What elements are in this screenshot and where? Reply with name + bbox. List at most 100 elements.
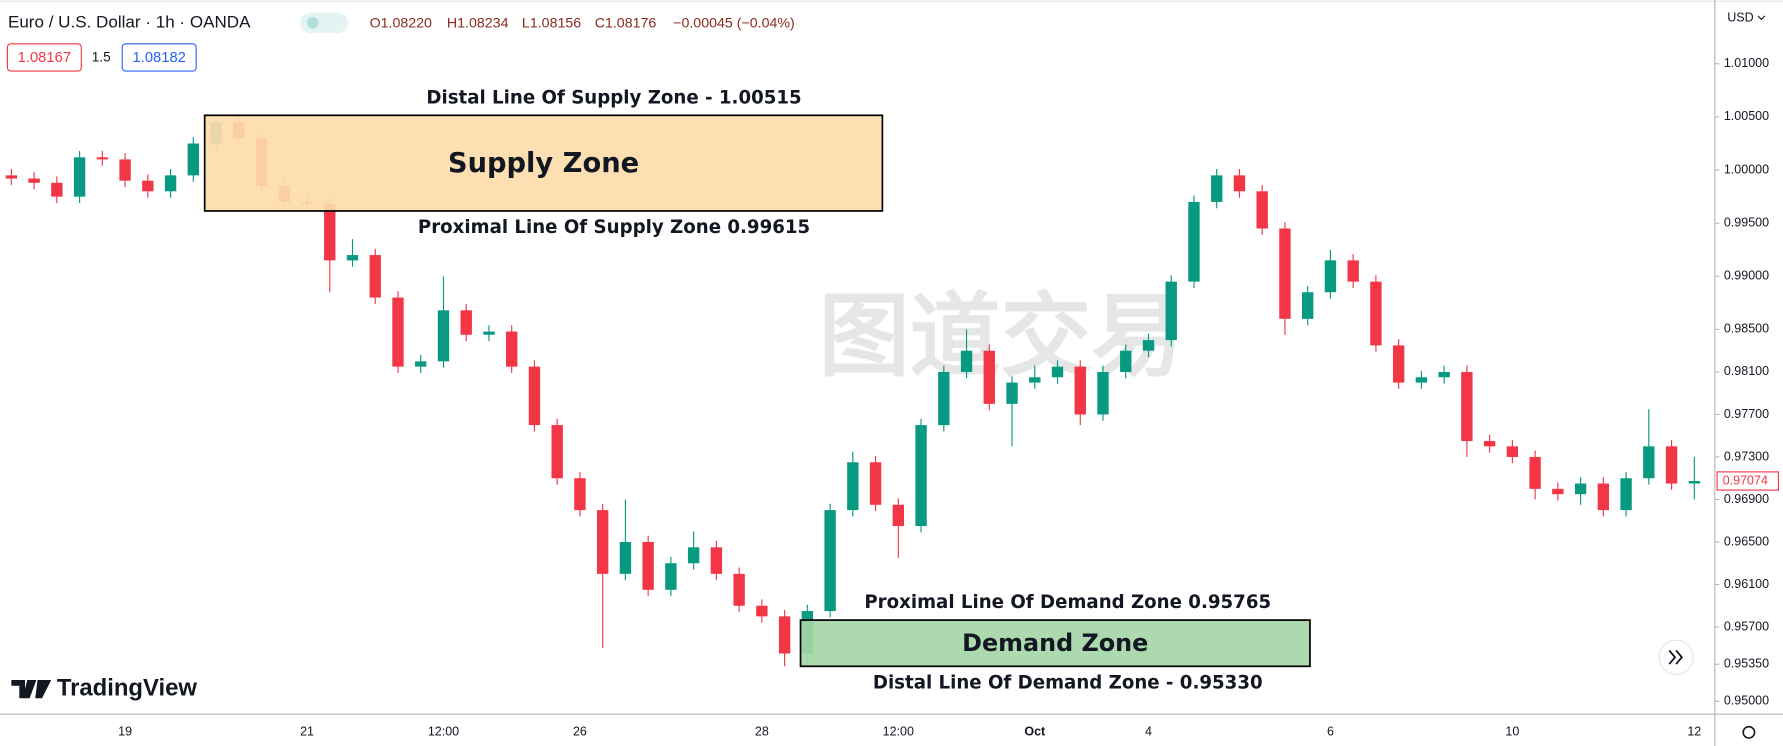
candle-body bbox=[5, 175, 18, 179]
x-tick-label: 19 bbox=[118, 725, 132, 739]
candle-body bbox=[1415, 377, 1428, 383]
x-tick-label: 4 bbox=[1145, 725, 1152, 739]
candle-body bbox=[415, 361, 427, 367]
candle-body bbox=[1097, 371, 1109, 415]
toggle-dot bbox=[307, 17, 319, 29]
zone-label: Demand Zone bbox=[962, 629, 1148, 657]
zone-line-label: Distal Line Of Supply Zone - 1.00515 bbox=[426, 87, 801, 108]
settings-icon[interactable] bbox=[1742, 725, 1756, 739]
candle-body bbox=[1552, 488, 1564, 495]
candle-body bbox=[1347, 260, 1359, 282]
candle-body bbox=[164, 175, 177, 192]
candle-body bbox=[369, 255, 381, 298]
candle-body bbox=[506, 331, 518, 367]
last-price-label: 0.97074 bbox=[1723, 473, 1768, 487]
ask-price: 1.08182 bbox=[133, 50, 186, 66]
candle-body bbox=[51, 182, 63, 197]
candle-body bbox=[1574, 483, 1587, 495]
candle-body bbox=[1643, 446, 1655, 479]
candle-body bbox=[915, 425, 927, 527]
buy-button[interactable] bbox=[121, 43, 197, 72]
candle-body bbox=[1301, 292, 1314, 319]
candle-body bbox=[28, 178, 40, 183]
y-tick-label: 0.99000 bbox=[1724, 269, 1769, 283]
candle-body bbox=[1165, 281, 1177, 341]
candle-body bbox=[1324, 260, 1337, 293]
y-tick-label: 0.96100 bbox=[1724, 577, 1769, 591]
zone-label: Supply Zone bbox=[448, 148, 639, 179]
y-tick-label: 0.95700 bbox=[1724, 619, 1769, 633]
candle-body bbox=[1233, 175, 1246, 192]
candle-body bbox=[1256, 191, 1268, 229]
candle-body bbox=[187, 143, 199, 176]
plot-area bbox=[5, 115, 1700, 667]
candle-body bbox=[142, 180, 154, 192]
x-tick-label: 12:00 bbox=[428, 725, 459, 739]
candle-body bbox=[574, 478, 586, 511]
x-tick-label: 21 bbox=[300, 725, 314, 739]
candle-body bbox=[687, 547, 700, 564]
zone-line-label: Proximal Line Of Supply Zone 0.99615 bbox=[418, 217, 810, 238]
candle-body bbox=[938, 371, 950, 426]
ohlc-high: H1.08234 bbox=[447, 16, 509, 32]
zone bbox=[799, 619, 1311, 668]
y-tick-label: 0.98500 bbox=[1724, 322, 1769, 336]
candle-body bbox=[1006, 382, 1018, 404]
candle-body bbox=[665, 563, 677, 590]
y-tick-label: 0.95000 bbox=[1724, 694, 1769, 708]
currency-caret bbox=[1757, 15, 1766, 21]
candle-body bbox=[1074, 366, 1086, 415]
candle-body bbox=[619, 541, 632, 574]
candle-body bbox=[1188, 201, 1200, 282]
y-tick-label: 0.98100 bbox=[1724, 364, 1769, 378]
candle-body bbox=[1438, 371, 1450, 378]
x-tick-label: 28 bbox=[755, 725, 769, 739]
y-tick-label: 1.01000 bbox=[1724, 56, 1769, 70]
candle-body bbox=[73, 157, 86, 197]
candle-body bbox=[392, 297, 404, 367]
candle-body bbox=[1688, 480, 1700, 484]
candle-body bbox=[96, 157, 109, 160]
candle-body bbox=[483, 331, 495, 335]
currency-selector[interactable]: USD bbox=[1727, 11, 1753, 25]
candle-body bbox=[1620, 478, 1632, 511]
ohlc-low: L1.08156 bbox=[522, 16, 581, 32]
candle-body bbox=[1461, 371, 1473, 442]
x-tick-label: 6 bbox=[1327, 725, 1334, 739]
brand-name: TradingView bbox=[57, 674, 198, 701]
candle-body bbox=[1029, 377, 1041, 383]
candle-body bbox=[1120, 350, 1132, 372]
x-tick-label: 26 bbox=[573, 725, 587, 739]
candle-body bbox=[869, 462, 882, 505]
candle-body bbox=[1483, 441, 1496, 447]
candle-body bbox=[1279, 228, 1291, 319]
watermark: 图道交易 bbox=[819, 286, 1183, 387]
y-tick-label: 0.97700 bbox=[1724, 407, 1769, 421]
candle-body bbox=[1370, 281, 1382, 346]
candle-body bbox=[756, 605, 768, 617]
ohlc-close: C1.08176 bbox=[595, 16, 657, 32]
x-tick-label: 10 bbox=[1505, 725, 1519, 739]
candle-body bbox=[1051, 366, 1064, 378]
zone bbox=[203, 114, 884, 212]
candle-body bbox=[596, 510, 609, 574]
candle-body bbox=[1506, 446, 1519, 457]
y-tick-label: 1.00500 bbox=[1724, 109, 1769, 123]
candle-body bbox=[824, 510, 836, 612]
ohlc-open: O1.08220 bbox=[370, 16, 432, 32]
candle-body bbox=[460, 310, 472, 335]
candle-body bbox=[847, 462, 859, 511]
candle-body bbox=[1142, 340, 1155, 351]
candle-body bbox=[642, 541, 654, 590]
candle-body bbox=[983, 350, 995, 404]
y-tick-label: 0.96500 bbox=[1724, 534, 1769, 548]
candle-body bbox=[324, 204, 336, 261]
brand-logo bbox=[11, 680, 52, 699]
candle-body bbox=[1597, 483, 1610, 511]
sell-button[interactable] bbox=[6, 43, 82, 72]
ohlc-change: −0.00045 (−0.04%) bbox=[673, 16, 795, 32]
y-tick-label: 0.95350 bbox=[1724, 656, 1769, 670]
symbol-title: Euro / U.S. Dollar · 1h · OANDA bbox=[8, 12, 251, 31]
